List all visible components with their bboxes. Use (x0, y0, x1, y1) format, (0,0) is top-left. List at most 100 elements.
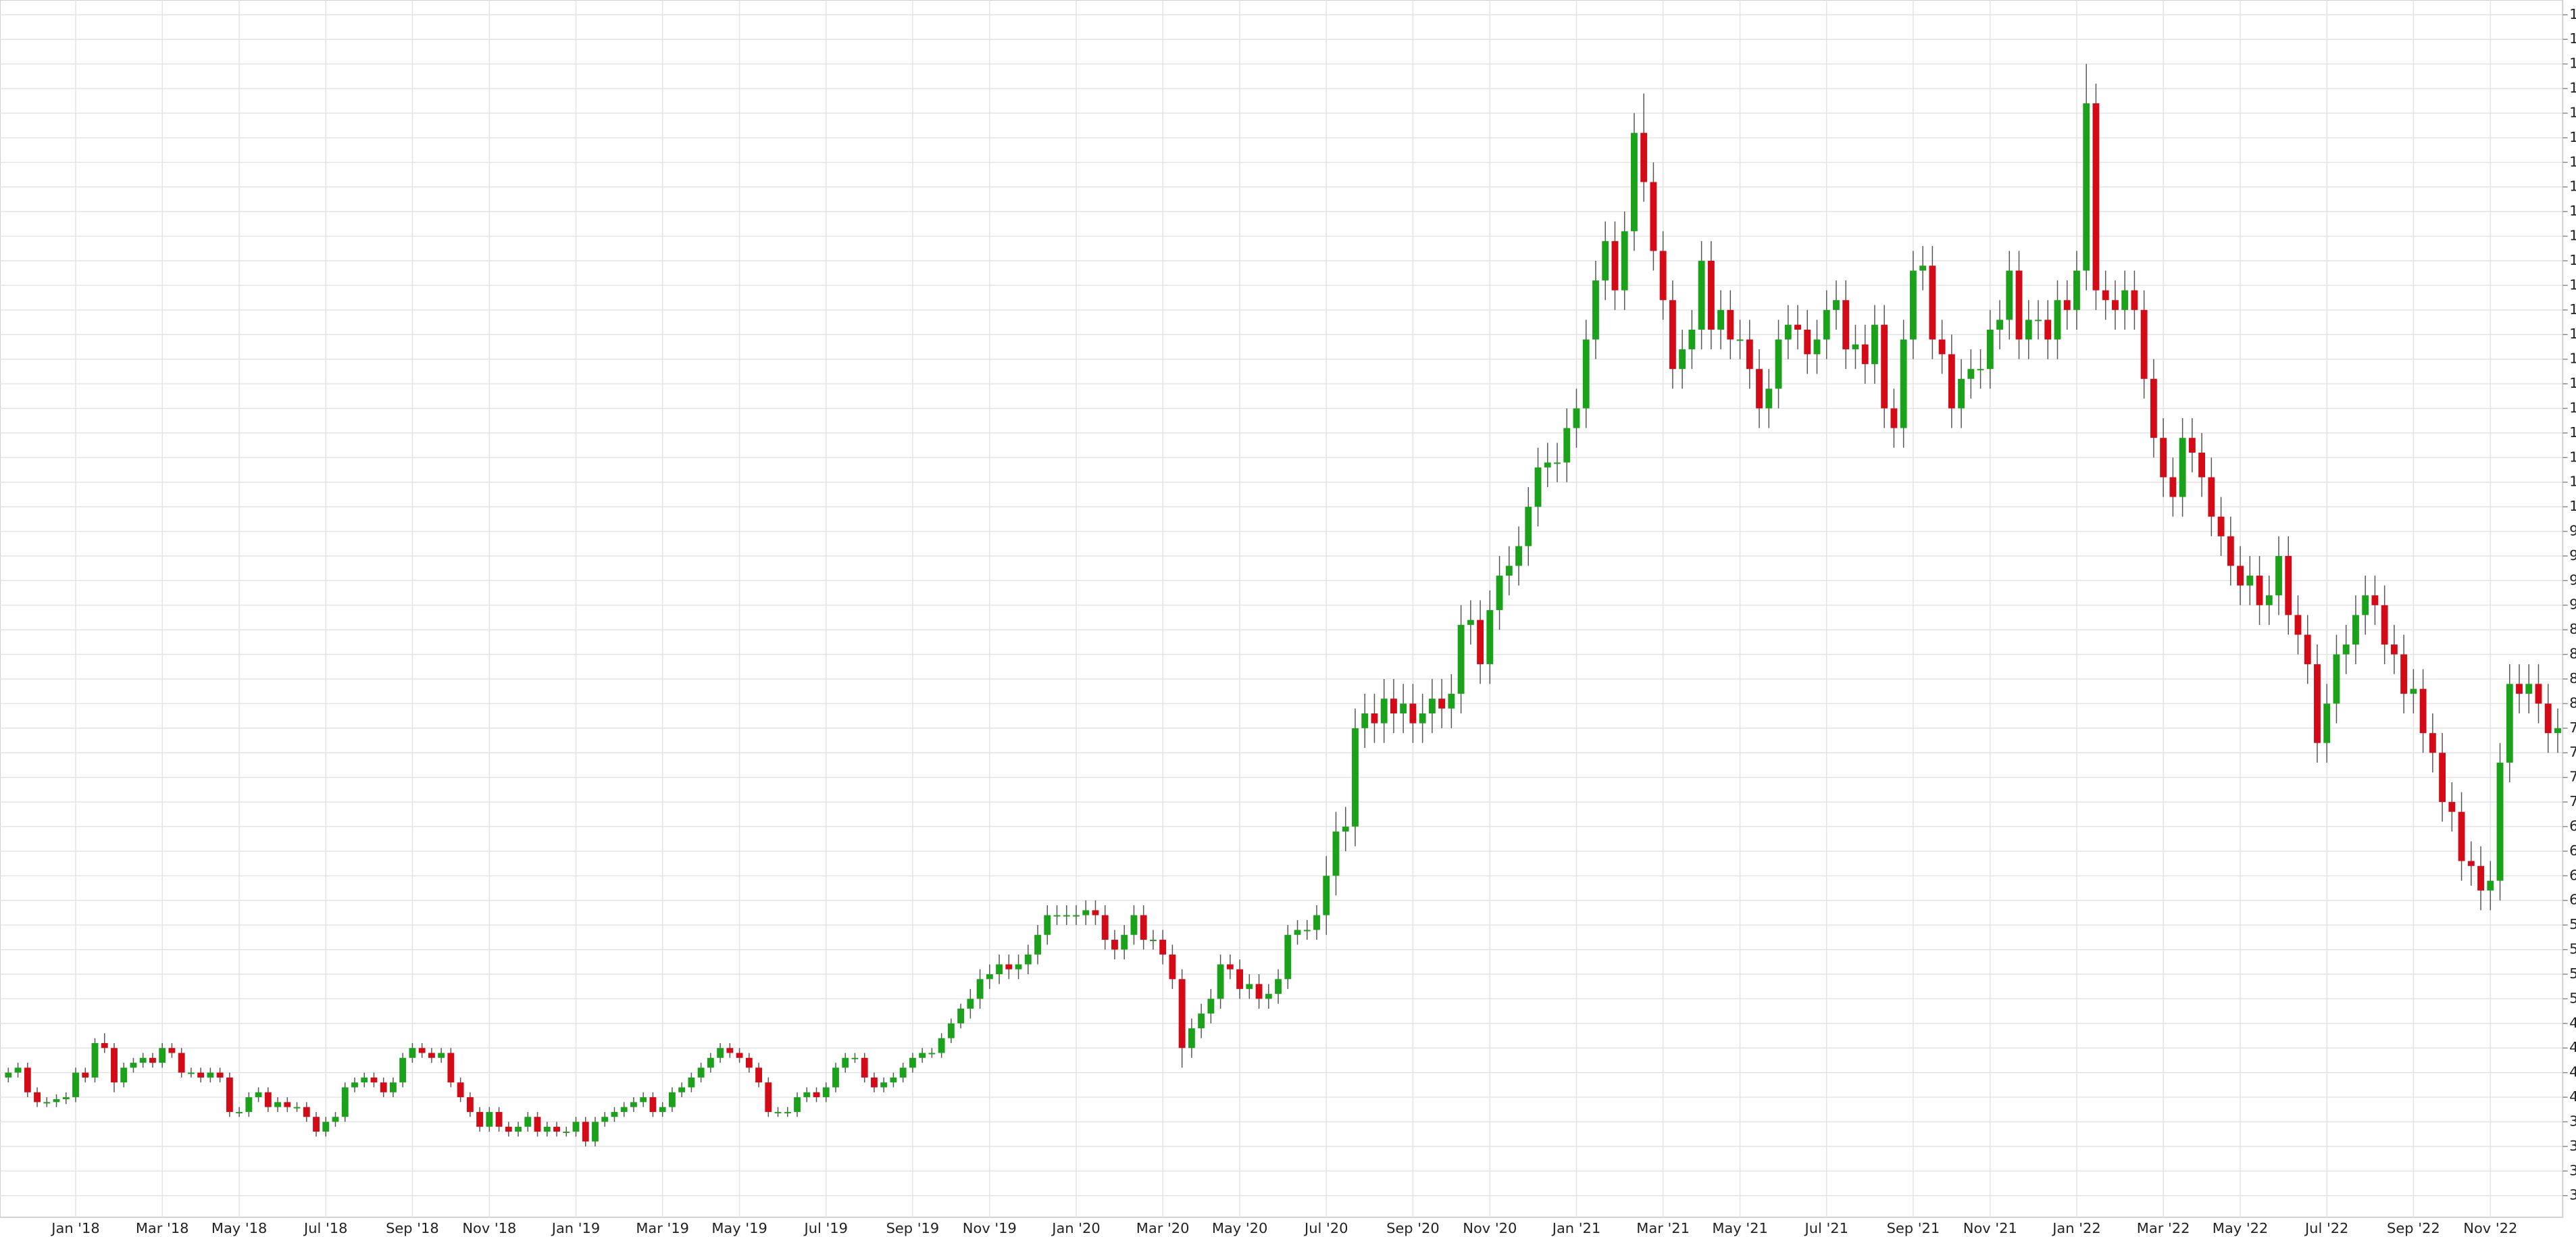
candle-body (1053, 915, 1061, 917)
candle-body (1448, 693, 1455, 709)
candle-body (390, 1082, 397, 1092)
x-tick-label: Sep '20 (1386, 1220, 1440, 1236)
x-tick-label: May '19 (711, 1220, 767, 1236)
candle-body (2265, 595, 2273, 605)
candle-body (149, 1057, 156, 1063)
candle-body (909, 1057, 916, 1068)
candle-body (53, 1099, 60, 1103)
candle-body (2121, 290, 2129, 310)
y-tick-label: 85.00 (2569, 646, 2576, 662)
candle-body (1929, 266, 1936, 340)
candle-body (322, 1121, 330, 1132)
candle-body (1919, 266, 1927, 271)
y-tick-label: 117.50 (2569, 326, 2576, 342)
candle-body (1669, 300, 1676, 370)
candle-body (2006, 270, 2013, 320)
candle-body (2237, 565, 2244, 586)
candle-body (1505, 565, 1513, 576)
y-tick-label: 52.50 (2569, 965, 2576, 982)
y-tick-label: 112.50 (2569, 375, 2576, 391)
candle-body (438, 1053, 445, 1058)
candle-body (1573, 408, 1580, 428)
candle-body (1784, 324, 1792, 340)
y-tick-label: 62.50 (2569, 867, 2576, 883)
candle-body (2035, 320, 2042, 322)
candle-body (2323, 703, 2331, 743)
x-tick-label: Jul '22 (2304, 1220, 2348, 1236)
candle-body (168, 1048, 176, 1053)
candle-body (2544, 703, 2552, 734)
y-tick-label: 37.50 (2569, 1113, 2576, 1130)
candle-body (1890, 408, 1898, 428)
candle-body (226, 1077, 233, 1112)
y-tick-label: 75.00 (2569, 744, 2576, 760)
candle-body (1746, 339, 1753, 370)
candle-body (1717, 309, 1725, 330)
candle-body (2381, 605, 2388, 645)
candle-body (2188, 438, 2196, 453)
candle-body (409, 1048, 416, 1058)
candle-body (187, 1072, 195, 1074)
y-tick-label: 115.00 (2569, 351, 2576, 367)
candle-body (236, 1111, 243, 1113)
candle-body (534, 1117, 541, 1132)
candle-body (1323, 876, 1330, 915)
candle-body (5, 1072, 12, 1078)
x-tick-label: Nov '21 (1963, 1220, 2017, 1236)
candle-body (284, 1102, 291, 1107)
candle-body (928, 1053, 936, 1055)
candle-body (1534, 467, 1542, 507)
candle-body (1477, 620, 1484, 665)
candle-body (2044, 320, 2052, 340)
candle-body (611, 1111, 618, 1117)
candle-body (1255, 984, 1263, 999)
candle-body (2015, 270, 2023, 340)
candle-body (1361, 713, 1369, 728)
y-tick-label: 147.50 (2569, 30, 2576, 47)
candle-body (1938, 339, 1946, 355)
y-tick-label: 55.00 (2569, 941, 2576, 957)
candle-body (2439, 753, 2446, 803)
candle-body (370, 1077, 378, 1083)
candle-body (1996, 320, 2003, 330)
y-tick-label: 87.50 (2569, 621, 2576, 637)
candle-body (630, 1102, 637, 1107)
candle-body (447, 1053, 455, 1083)
candle-body (2208, 477, 2215, 517)
x-tick-label: Mar '18 (136, 1220, 189, 1236)
y-tick-label: 127.50 (2569, 228, 2576, 244)
candle-body (2487, 880, 2494, 891)
x-tick-label: Jan '19 (551, 1220, 600, 1236)
y-tick-label: 72.50 (2569, 769, 2576, 785)
candle-body (1909, 270, 1917, 340)
x-tick-label: Jan '21 (1551, 1220, 1600, 1236)
candle-body (495, 1111, 503, 1127)
x-tick-label: Jul '20 (1303, 1220, 1348, 1236)
candle-body (1130, 915, 1138, 935)
y-tick-label: 132.50 (2569, 178, 2576, 195)
candle-body (197, 1072, 205, 1078)
y-tick-label: 42.50 (2569, 1064, 2576, 1080)
candle-body (111, 1048, 118, 1083)
candle-body (784, 1111, 791, 1113)
candle-body (476, 1111, 484, 1127)
candle-body (2554, 728, 2561, 734)
candle-body (1833, 300, 1840, 310)
candle-body (1390, 699, 1397, 714)
candle-body (1217, 964, 1224, 999)
x-tick-label: Jan '20 (1051, 1220, 1100, 1236)
x-tick-label: Mar '21 (1636, 1220, 1690, 1236)
candle-body (91, 1042, 99, 1078)
candle-body (2111, 300, 2119, 310)
candle-body (293, 1107, 301, 1109)
candle-body (582, 1121, 589, 1142)
candle-body (2169, 477, 2177, 497)
y-tick-label: 92.50 (2569, 572, 2576, 588)
candle-body (678, 1087, 686, 1092)
candle-body (1842, 300, 1850, 350)
x-tick-label: May '18 (211, 1220, 267, 1236)
candle-body (1707, 260, 1715, 330)
x-tick-label: May '21 (1712, 1220, 1767, 1236)
candle-body (938, 1038, 945, 1053)
